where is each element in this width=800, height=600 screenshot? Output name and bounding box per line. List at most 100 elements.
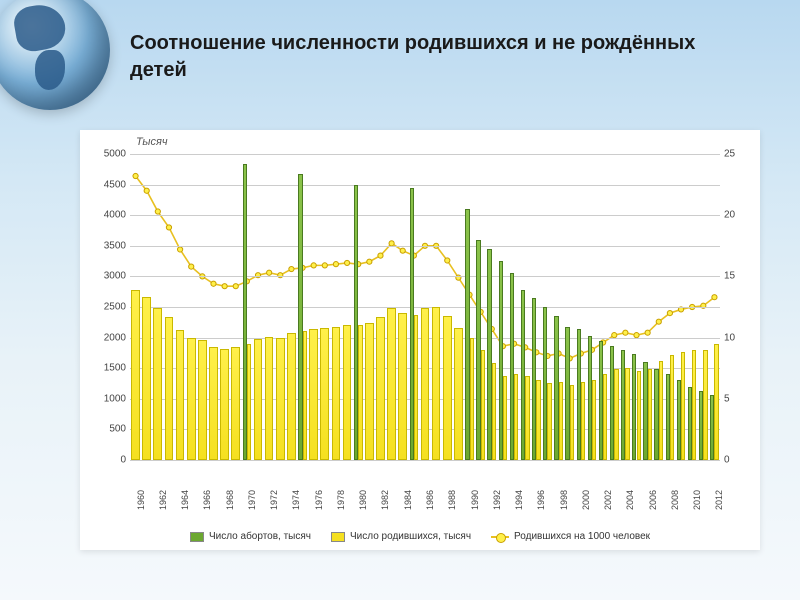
bar-births (525, 376, 529, 460)
page-title: Соотношение численности родившихся и не … (130, 30, 750, 84)
x-tick: 1970 (247, 490, 257, 526)
bar-births (547, 383, 551, 460)
bar-births (254, 339, 263, 460)
y-tick: 2500 (90, 302, 126, 313)
x-tick: 1982 (380, 490, 390, 526)
legend-label: Число родившихся, тысяч (350, 531, 471, 542)
x-tick: 1962 (158, 490, 168, 526)
bar-births (659, 361, 663, 460)
bar-births (714, 344, 718, 460)
bar-births (470, 338, 474, 460)
x-tick: 1980 (358, 490, 368, 526)
x-tick: 1990 (470, 490, 480, 526)
legend-label: Число абортов, тысяч (209, 531, 311, 542)
bar-births (421, 308, 430, 460)
y2-tick: 20 (724, 210, 752, 221)
bar-births (265, 337, 274, 460)
x-tick: 1964 (180, 490, 190, 526)
bar-births (220, 349, 229, 460)
y-tick: 1000 (90, 393, 126, 404)
bar-births (247, 344, 251, 460)
y-tick: 2000 (90, 332, 126, 343)
y2-tick: 15 (724, 271, 752, 282)
bar-births (503, 376, 507, 460)
legend-label: Родившихся на 1000 человек (514, 531, 650, 542)
bar-births (625, 368, 629, 460)
x-tick: 1966 (202, 490, 212, 526)
x-tick: 1984 (403, 490, 413, 526)
bar-births (414, 315, 418, 460)
y-axis-title: Тысяч (136, 136, 168, 148)
y-tick: 1500 (90, 363, 126, 374)
bar-births (358, 325, 362, 460)
bar-births (303, 331, 307, 460)
y-tick: 3500 (90, 240, 126, 251)
bar-births (176, 330, 185, 460)
legend: Число абортов, тысяч Число родившихся, т… (80, 531, 760, 542)
x-tick: 1974 (291, 490, 301, 526)
bar-births (570, 385, 574, 460)
x-tick: 2010 (692, 490, 702, 526)
bar-births (320, 328, 329, 460)
legend-per1000: Родившихся на 1000 человек (491, 531, 650, 542)
bar-births (287, 333, 296, 460)
bar-births (703, 350, 707, 460)
x-tick: 1996 (536, 490, 546, 526)
x-tick: 2006 (648, 490, 658, 526)
x-tick: 2012 (714, 490, 724, 526)
y-tick: 3000 (90, 271, 126, 282)
bar-births (692, 350, 696, 460)
x-tick: 2008 (670, 490, 680, 526)
bar-births (309, 329, 318, 460)
bar-births (209, 347, 218, 460)
bar-births (231, 347, 240, 460)
bar-births (454, 328, 463, 460)
bar-births (142, 297, 151, 460)
x-tick: 1992 (492, 490, 502, 526)
bar-births (398, 313, 407, 460)
chart-panel: Тысяч 0500100015002000250030003500400045… (80, 130, 760, 550)
x-tick: 2000 (581, 490, 591, 526)
x-tick: 1998 (559, 490, 569, 526)
legend-swatch-births (331, 532, 345, 542)
bar-births (365, 323, 374, 460)
y-tick: 500 (90, 424, 126, 435)
x-tick: 1960 (136, 490, 146, 526)
x-tick: 1986 (425, 490, 435, 526)
bar-births (387, 308, 396, 460)
x-tick: 1972 (269, 490, 279, 526)
legend-abortions: Число абортов, тысяч (190, 531, 311, 542)
bar-births (637, 371, 641, 460)
x-tick: 2004 (625, 490, 635, 526)
bar-births (198, 340, 207, 460)
bar-births (603, 374, 607, 460)
plot-area: 0500100015002000250030003500400045005000… (130, 154, 720, 460)
x-tick: 1968 (225, 490, 235, 526)
bar-births (536, 380, 540, 460)
bar-births (559, 382, 563, 460)
bar-births (581, 382, 585, 460)
x-tick: 1976 (314, 490, 324, 526)
legend-births: Число родившихся, тысяч (331, 531, 471, 542)
x-tick: 1988 (447, 490, 457, 526)
bar-births (276, 338, 285, 460)
legend-swatch-abortions (190, 532, 204, 542)
globe-decoration (0, 0, 110, 110)
legend-marker-per1000 (491, 532, 509, 542)
y2-tick: 0 (724, 455, 752, 466)
y-tick: 5000 (90, 149, 126, 160)
x-tick: 1994 (514, 490, 524, 526)
bar-births (592, 380, 596, 460)
bar-births (343, 325, 352, 460)
y-tick: 4000 (90, 210, 126, 221)
y2-tick: 5 (724, 393, 752, 404)
x-tick: 2002 (603, 490, 613, 526)
y2-tick: 10 (724, 332, 752, 343)
bar-births (614, 369, 618, 460)
bar-births (481, 350, 485, 460)
bar-births (165, 317, 174, 460)
bar-births (443, 316, 452, 460)
y2-tick: 25 (724, 149, 752, 160)
x-tick: 1978 (336, 490, 346, 526)
bar-births (376, 317, 385, 460)
